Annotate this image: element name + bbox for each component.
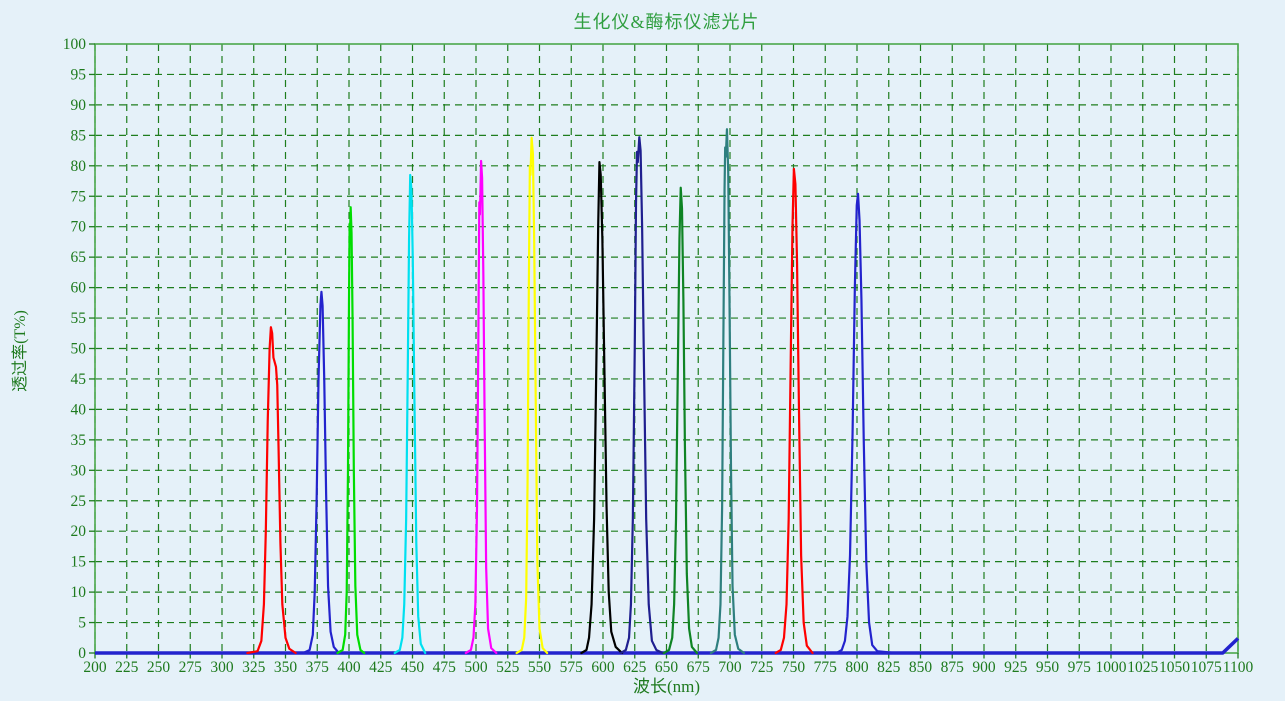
x-tick-label: 425 xyxy=(369,659,393,676)
x-tick-label: 475 xyxy=(433,659,457,676)
x-tick-label: 850 xyxy=(909,659,933,676)
x-tick-label: 650 xyxy=(655,659,679,676)
x-tick-label: 275 xyxy=(179,659,203,676)
x-tick-label: 1050 xyxy=(1159,659,1190,676)
x-tick-label: 600 xyxy=(591,659,615,676)
x-tick-label: 725 xyxy=(750,659,774,676)
y-tick-label: 55 xyxy=(71,310,87,327)
x-tick-label: 700 xyxy=(718,659,742,676)
y-tick-label: 5 xyxy=(78,615,86,632)
x-tick-label: 675 xyxy=(687,659,711,676)
x-tick-label: 1100 xyxy=(1223,659,1254,676)
x-tick-label: 900 xyxy=(972,659,996,676)
y-tick-label: 15 xyxy=(71,554,87,571)
y-tick-label: 100 xyxy=(63,36,87,53)
y-tick-label: 95 xyxy=(71,66,87,83)
x-tick-label: 375 xyxy=(306,659,330,676)
filter-340nm-curve xyxy=(246,326,297,655)
filter-505nm-curve xyxy=(464,159,498,655)
filter-545nm-curve xyxy=(515,136,549,655)
y-tick-label: 0 xyxy=(78,645,86,662)
x-tick-label: 775 xyxy=(814,659,838,676)
y-tick-label: 35 xyxy=(71,432,87,449)
x-tick-label: 925 xyxy=(1004,659,1028,676)
x-tick-label: 875 xyxy=(941,659,965,676)
x-tick-label: 400 xyxy=(337,659,361,676)
filter-800nm-curve xyxy=(835,192,897,655)
x-tick-label: 625 xyxy=(623,659,647,676)
y-tick-label: 60 xyxy=(71,280,87,297)
y-tick-label: 75 xyxy=(71,188,87,205)
x-tick-label: 975 xyxy=(1068,659,1092,676)
filter-450nm-curve xyxy=(393,173,427,655)
y-tick-label: 20 xyxy=(71,523,87,540)
filter-600nm-curve xyxy=(580,161,624,655)
y-tick-label: 70 xyxy=(71,219,87,236)
filter-750nm-curve xyxy=(774,167,814,655)
y-tick-label: 90 xyxy=(71,97,87,114)
x-tick-label: 750 xyxy=(782,659,806,676)
x-axis-title: 波长(nm) xyxy=(632,677,701,696)
y-tick-label: 30 xyxy=(71,462,87,479)
y-axis-title: 透过率(T%) xyxy=(12,310,29,392)
filter-630nm-curve xyxy=(619,136,664,655)
y-tick-label: 65 xyxy=(71,249,87,266)
y-tick-label: 10 xyxy=(71,584,87,601)
chart-title: 生化仪&酶标仪滤光片 xyxy=(573,12,760,32)
zero-transmission-baseline xyxy=(95,637,1240,655)
x-tick-label: 325 xyxy=(242,659,266,676)
y-tick-label: 40 xyxy=(71,401,87,418)
y-tick-label: 85 xyxy=(71,127,87,144)
x-tick-label: 500 xyxy=(464,659,488,676)
x-tick-label: 200 xyxy=(83,659,107,676)
y-tick-label: 80 xyxy=(71,158,87,175)
x-tick-label: 575 xyxy=(560,659,584,676)
x-tick-label: 300 xyxy=(210,659,234,676)
x-tick-label: 800 xyxy=(845,659,869,676)
x-tick-label: 350 xyxy=(274,659,298,676)
x-tick-label: 950 xyxy=(1036,659,1060,676)
y-tick-label: 50 xyxy=(71,341,87,358)
x-tick-label: 250 xyxy=(147,659,171,676)
filter-660nm-curve xyxy=(662,186,699,655)
x-tick-label: 550 xyxy=(528,659,552,676)
x-tick-label: 450 xyxy=(401,659,425,676)
x-tick-label: 1000 xyxy=(1096,659,1127,676)
filter-378nm-curve xyxy=(302,290,340,655)
x-tick-label: 825 xyxy=(877,659,901,676)
filter-697nm-curve xyxy=(709,128,746,655)
y-tick-label: 25 xyxy=(71,493,87,510)
filter-400nm-curve xyxy=(336,206,366,655)
x-tick-label: 525 xyxy=(496,659,520,676)
x-tick-label: 1025 xyxy=(1127,659,1158,676)
x-tick-label: 1075 xyxy=(1191,659,1222,676)
y-tick-label: 45 xyxy=(71,371,87,388)
x-tick-label: 225 xyxy=(115,659,139,676)
